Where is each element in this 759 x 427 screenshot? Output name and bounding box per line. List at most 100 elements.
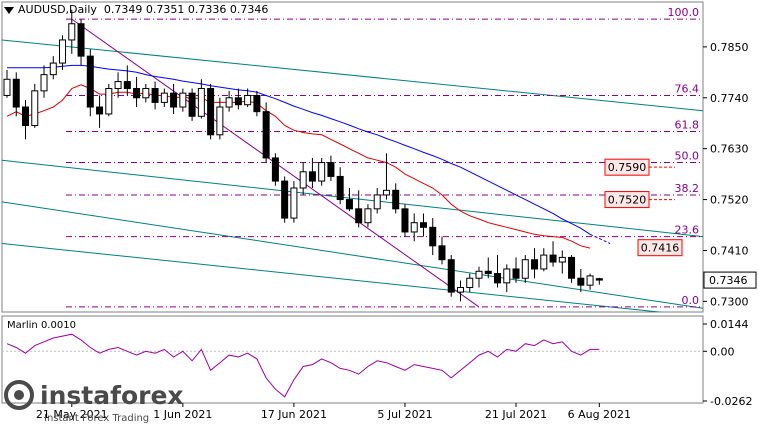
- candle: [577, 268, 585, 293]
- candle-body: [216, 106, 224, 136]
- candle: [521, 255, 529, 283]
- candle-body: [336, 175, 344, 201]
- candle: [327, 155, 335, 182]
- candle: [40, 65, 48, 98]
- candle-body: [197, 88, 205, 117]
- channel-line: [2, 159, 703, 238]
- candle-body: [595, 278, 603, 281]
- fib-level-label: 0.0: [682, 294, 700, 307]
- target-box: [637, 239, 683, 257]
- candle-body: [308, 171, 316, 182]
- candle: [549, 241, 557, 267]
- candle: [244, 88, 252, 108]
- candle: [336, 167, 344, 205]
- date-axis-label: 21 Jul 2021: [485, 408, 547, 421]
- candle-body: [105, 88, 113, 115]
- candle-body: [12, 78, 20, 108]
- candle-body: [392, 189, 400, 210]
- price-axis-label: 0.7300: [710, 295, 749, 308]
- candle: [503, 264, 511, 293]
- indicator-axis-label: -0.0262: [710, 395, 752, 408]
- price-axis-label: 0.7410: [710, 244, 749, 257]
- candle-body: [318, 162, 326, 182]
- candle-body: [179, 92, 187, 108]
- candle-body: [68, 23, 76, 41]
- candle-body: [40, 74, 48, 92]
- ma-red-line: [6, 84, 591, 249]
- indicator-pane-frame: [1, 315, 704, 404]
- candle: [225, 90, 233, 112]
- candle: [253, 90, 261, 117]
- candle: [447, 255, 455, 297]
- candle: [59, 35, 67, 71]
- candle: [382, 153, 390, 200]
- candle-body: [49, 62, 57, 76]
- candle: [308, 157, 316, 188]
- candle: [123, 65, 131, 96]
- candle-body: [77, 23, 85, 57]
- chart-header: AUDUSD,Daily 0.7349 0.7351 0.7336 0.7346: [4, 3, 268, 16]
- candle-body: [59, 39, 67, 64]
- fib-level-label: 61.8: [675, 119, 700, 132]
- candle: [179, 88, 187, 112]
- candle: [105, 83, 113, 117]
- candle: [234, 88, 242, 110]
- candle-body: [160, 92, 168, 103]
- candle-body: [253, 94, 261, 113]
- target-box-label: 0.7520: [608, 194, 647, 207]
- fib-level-label: 100.0: [668, 6, 700, 19]
- fib-level-label: 38.2: [675, 182, 700, 195]
- candle-body: [531, 259, 539, 270]
- candle-body: [429, 226, 437, 247]
- dropdown-arrow-icon[interactable]: [4, 6, 14, 14]
- candle: [271, 153, 279, 186]
- candle-body: [577, 277, 585, 286]
- candle-body: [31, 90, 39, 127]
- candle-body: [512, 268, 520, 279]
- candle-body: [521, 259, 529, 279]
- candle: [142, 83, 150, 103]
- ma-blue-line: [7, 64, 591, 235]
- target-box-label: 0.7416: [641, 242, 680, 255]
- price-axis-label: 0.7740: [710, 92, 749, 105]
- date-axis-label: 5 Jul 2021: [377, 408, 432, 421]
- candle-body: [466, 277, 474, 288]
- candle: [49, 56, 57, 80]
- candle: [318, 157, 326, 186]
- candle: [419, 213, 427, 237]
- candle: [31, 83, 39, 128]
- marlin-label: Marlin 0.0010: [7, 320, 76, 331]
- instaforex-logo-icon: [4, 380, 34, 410]
- price-plot-area: [2, 9, 703, 312]
- candle-body: [142, 88, 150, 99]
- candle-body: [540, 254, 548, 270]
- candle: [197, 79, 205, 119]
- candle-body: [438, 245, 446, 261]
- candle-body: [568, 256, 576, 279]
- fib-level-label: 76.4: [675, 82, 700, 95]
- candle: [410, 213, 418, 242]
- candle-body: [382, 189, 390, 196]
- candle-body: [262, 111, 270, 159]
- indicator-axis-label: 0.00: [710, 345, 735, 358]
- candle-body: [22, 106, 30, 127]
- channel-line: [2, 39, 703, 112]
- candle: [595, 277, 603, 285]
- date-axis-label: 21 May 2021: [36, 408, 108, 421]
- candle-body: [419, 222, 427, 228]
- candle: [568, 255, 576, 283]
- candle-body: [410, 222, 418, 233]
- candle: [364, 204, 372, 228]
- candle-body: [484, 270, 492, 275]
- candle: [540, 248, 548, 272]
- candle: [290, 181, 298, 223]
- candle: [456, 280, 464, 302]
- candle-body: [558, 256, 566, 263]
- candle: [86, 49, 94, 117]
- candle: [12, 72, 20, 117]
- candle-body: [373, 194, 381, 210]
- ohlc-readout: 0.7349 0.7351 0.7336 0.7346: [103, 3, 269, 16]
- channel-line: [2, 243, 664, 312]
- candle-body: [345, 199, 353, 210]
